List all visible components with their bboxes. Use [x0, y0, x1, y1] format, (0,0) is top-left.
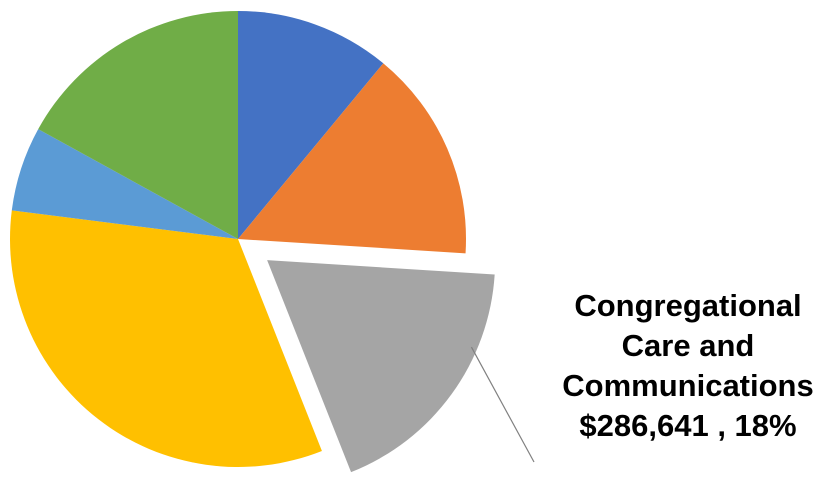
pie-slice-2	[238, 63, 466, 254]
pie-slice-6	[38, 11, 239, 239]
slice-data-label: Congregational Care and Communications $…	[540, 286, 836, 446]
data-label-line-3: Communications	[562, 368, 814, 403]
pie-slice-4	[10, 210, 322, 468]
data-label-line-2: Care and	[621, 328, 755, 363]
pie-slice-1	[238, 11, 384, 239]
callout-leader-line	[470, 346, 535, 463]
data-label-line-4: $286,641 , 18%	[579, 408, 797, 443]
pie-slice-5	[11, 129, 238, 239]
pie-slices	[10, 11, 495, 473]
pie-slice-3	[267, 260, 495, 473]
data-label-line-1: Congregational	[574, 288, 802, 323]
